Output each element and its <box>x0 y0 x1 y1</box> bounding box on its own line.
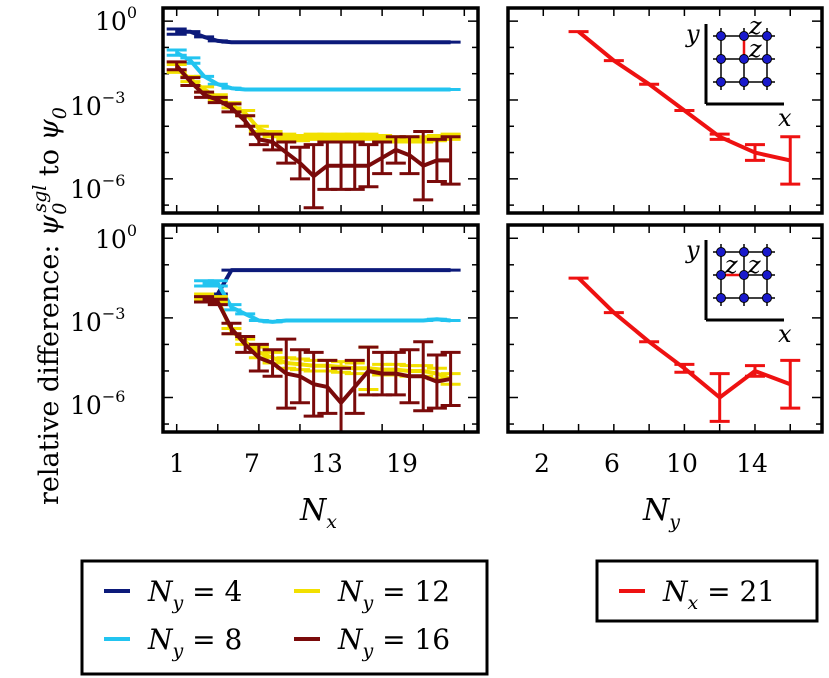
y-axis-label-to: to <box>34 140 65 184</box>
series-n-y-16 <box>166 60 461 210</box>
legend-frame <box>80 559 489 676</box>
legend-label: Ny = 4 <box>147 575 242 614</box>
legend-label-sub: y <box>172 592 184 614</box>
x-tick-label-left-1: 1 <box>169 449 185 478</box>
y-axis-label-prefix: relative difference: <box>34 236 65 505</box>
series-line <box>203 268 451 302</box>
legend-label-main: N <box>337 623 364 656</box>
inset-node <box>716 31 726 41</box>
inset-node <box>762 270 772 280</box>
inset-node <box>739 293 749 303</box>
y-axis-label: relative difference: ψ0sgl to ψ0 <box>29 107 71 505</box>
panel-frame <box>161 223 480 434</box>
inset-z-label: z <box>747 251 761 279</box>
y-tick-label-bottom-6: 10−6 <box>70 387 125 420</box>
y-tick-label-top-0: 100 <box>95 3 137 36</box>
series-n-y-8 <box>194 279 461 324</box>
y-axis-label-psi: ψ <box>34 214 65 236</box>
series-n-y-4 <box>166 27 461 45</box>
legend-label-sub: y <box>362 592 374 614</box>
x-tick-label-left-3: 13 <box>311 449 343 478</box>
inset-node <box>716 54 726 64</box>
inset-node <box>716 77 726 87</box>
inset-z-label: z <box>724 251 738 279</box>
legend-label-rest: = 16 <box>373 623 450 656</box>
x-tick-label-right-4: 14 <box>736 449 768 478</box>
inset-node <box>716 247 726 257</box>
y-tick-label-bottom-3: 10−3 <box>70 304 125 337</box>
inset-node <box>716 270 726 280</box>
inset-node <box>739 270 749 280</box>
legend-label-sub: x <box>688 592 699 614</box>
x-tick-label-right-3: 10 <box>666 449 698 478</box>
inset-node <box>739 77 749 87</box>
legend-label-rest: = 4 <box>183 575 242 608</box>
legend-label-rest: = 21 <box>698 575 775 608</box>
panel-top-left <box>161 6 480 215</box>
y-tick-labels-top: 100 10−3 10−6 <box>70 3 137 204</box>
panel-top-right <box>506 6 824 215</box>
legend-label: Ny = 16 <box>337 623 450 662</box>
x-tick-labels-right: 2 6 10 14 <box>534 449 768 478</box>
legend-label: Ny = 8 <box>147 623 242 662</box>
y-tick-label-top-6: 10−6 <box>70 171 125 204</box>
series-line <box>204 281 451 324</box>
legend-label-rest: = 8 <box>183 623 242 656</box>
panel-bottom-right <box>506 223 824 434</box>
inset-lattice-bottom: y x z z <box>685 236 792 348</box>
legend-label-rest: = 12 <box>373 575 450 608</box>
series-line <box>577 276 791 400</box>
x-tick-label-left-2: 7 <box>244 449 260 478</box>
x-axis-label-right: Ny <box>642 493 680 533</box>
x-tick-label-right-1: 2 <box>534 449 550 478</box>
inset-node <box>739 54 749 64</box>
legend-label-main: N <box>147 575 174 608</box>
series-n-y-16 <box>194 295 461 432</box>
legend-right: Nx = 21 <box>595 559 819 623</box>
inset-y-label: y <box>685 236 700 264</box>
inset-node <box>762 54 772 64</box>
legend-label-main: N <box>147 623 174 656</box>
series-n-y-4 <box>194 268 461 304</box>
inset-x-label: x <box>778 320 792 348</box>
series-n-x-21 <box>568 276 801 423</box>
inset-y-label: y <box>685 20 700 48</box>
y-tick-labels-bottom: 100 10−3 10−6 <box>70 221 137 420</box>
y-tick-label-top-3: 10−3 <box>70 88 125 121</box>
x-tick-labels-left: 1 7 13 19 <box>169 449 418 478</box>
inset-node <box>716 293 726 303</box>
x-tick-label-right-2: 6 <box>604 449 620 478</box>
panel-frame <box>161 6 480 215</box>
inset-z-label: z <box>748 35 762 63</box>
legend-label: Ny = 12 <box>337 575 450 614</box>
inset-node <box>762 293 772 303</box>
y-axis-label-sub2: 0 <box>49 107 71 119</box>
panel-frame <box>506 223 824 434</box>
inset-node <box>762 247 772 257</box>
x-axis-label-left: Nx <box>299 493 337 533</box>
inset-node <box>762 77 772 87</box>
legend-label-main: N <box>662 575 689 608</box>
inset-node <box>739 247 749 257</box>
legend-label-sub: y <box>362 640 374 662</box>
panel-frame <box>506 6 824 215</box>
legend-label: Nx = 21 <box>662 575 775 614</box>
series-n-x-21 <box>568 30 801 186</box>
inset-node <box>739 31 749 41</box>
y-axis-label-psi2: ψ <box>34 118 65 140</box>
panel-bottom-left <box>161 223 480 434</box>
y-axis-label-sub: 0 <box>49 203 71 215</box>
y-tick-label-bottom-0: 100 <box>95 221 137 254</box>
inset-lattice-top: y x zz <box>685 12 792 132</box>
legend-label-main: N <box>337 575 364 608</box>
x-tick-label-left-4: 19 <box>386 449 418 478</box>
y-axis-label-sup: sgl <box>29 185 51 213</box>
inset-x-label: x <box>778 104 792 132</box>
inset-z-label: z <box>748 12 762 40</box>
inset-node <box>762 31 772 41</box>
series-n-y-8 <box>166 48 461 92</box>
legend-label-sub: y <box>172 640 184 662</box>
